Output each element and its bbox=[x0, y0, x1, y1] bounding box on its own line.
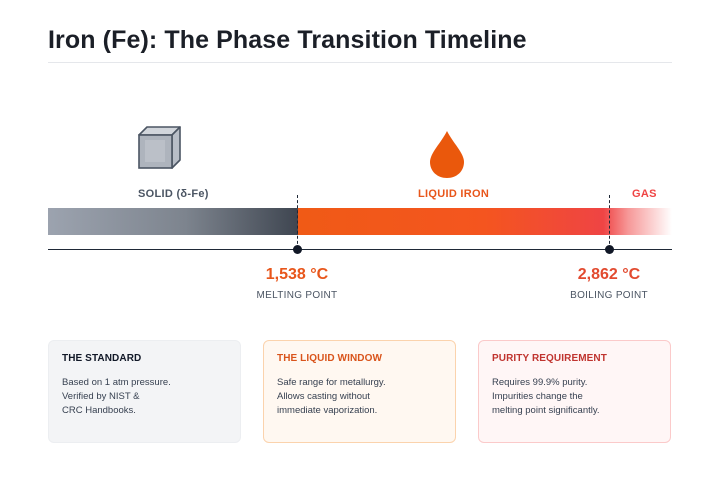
purity-card-line: Requires 99.9% purity. bbox=[492, 377, 588, 388]
boiling-point-label: BOILING POINT bbox=[570, 290, 648, 301]
timeline-axis bbox=[48, 249, 672, 250]
liquid-window-card: THE LIQUID WINDOW Safe range for metallu… bbox=[263, 340, 456, 443]
droplet-icon bbox=[430, 131, 464, 178]
standard-card-line: CRC Handbooks. bbox=[62, 405, 136, 416]
standard-card-line: Verified by NIST & bbox=[62, 391, 140, 402]
gas-phase-label: GAS bbox=[632, 188, 657, 200]
melting-point-value: 1,538 °C bbox=[265, 266, 329, 283]
melting-marker-line bbox=[297, 195, 298, 249]
purity-card: PURITY REQUIREMENT Requires 99.9% purity… bbox=[478, 340, 671, 443]
melting-point-dot bbox=[293, 245, 302, 254]
standard-card: THE STANDARD Based on 1 atm pressure. Ve… bbox=[48, 340, 241, 443]
boiling-point-value: 2,862 °C bbox=[577, 266, 641, 283]
phase-gradient-bar bbox=[48, 208, 672, 235]
liquid-phase-label: LIQUID IRON bbox=[418, 188, 490, 200]
boiling-point-dot bbox=[605, 245, 614, 254]
purity-card-body: Requires 99.9% purity. Impurities change… bbox=[492, 376, 657, 418]
standard-card-line: Based on 1 atm pressure. bbox=[62, 377, 171, 388]
liquid-window-card-line: immediate vaporization. bbox=[277, 405, 378, 416]
cube-icon bbox=[138, 126, 181, 169]
page-title: Iron (Fe): The Phase Transition Timeline bbox=[48, 26, 527, 54]
purity-card-line: melting point significantly. bbox=[492, 405, 600, 416]
liquid-window-card-body: Safe range for metallurgy. Allows castin… bbox=[277, 376, 442, 418]
liquid-window-card-line: Allows casting without bbox=[277, 391, 370, 402]
liquid-window-card-title: THE LIQUID WINDOW bbox=[277, 353, 383, 364]
standard-card-body: Based on 1 atm pressure. Verified by NIS… bbox=[62, 376, 227, 418]
liquid-window-card-line: Safe range for metallurgy. bbox=[277, 377, 386, 388]
melting-point-label: MELTING POINT bbox=[256, 290, 338, 301]
title-divider bbox=[48, 62, 672, 63]
solid-phase-label: SOLID (δ-Fe) bbox=[138, 188, 209, 200]
standard-card-title: THE STANDARD bbox=[62, 353, 142, 364]
purity-card-line: Impurities change the bbox=[492, 391, 583, 402]
purity-card-title: PURITY REQUIREMENT bbox=[492, 353, 607, 364]
boiling-marker-line bbox=[609, 195, 610, 249]
